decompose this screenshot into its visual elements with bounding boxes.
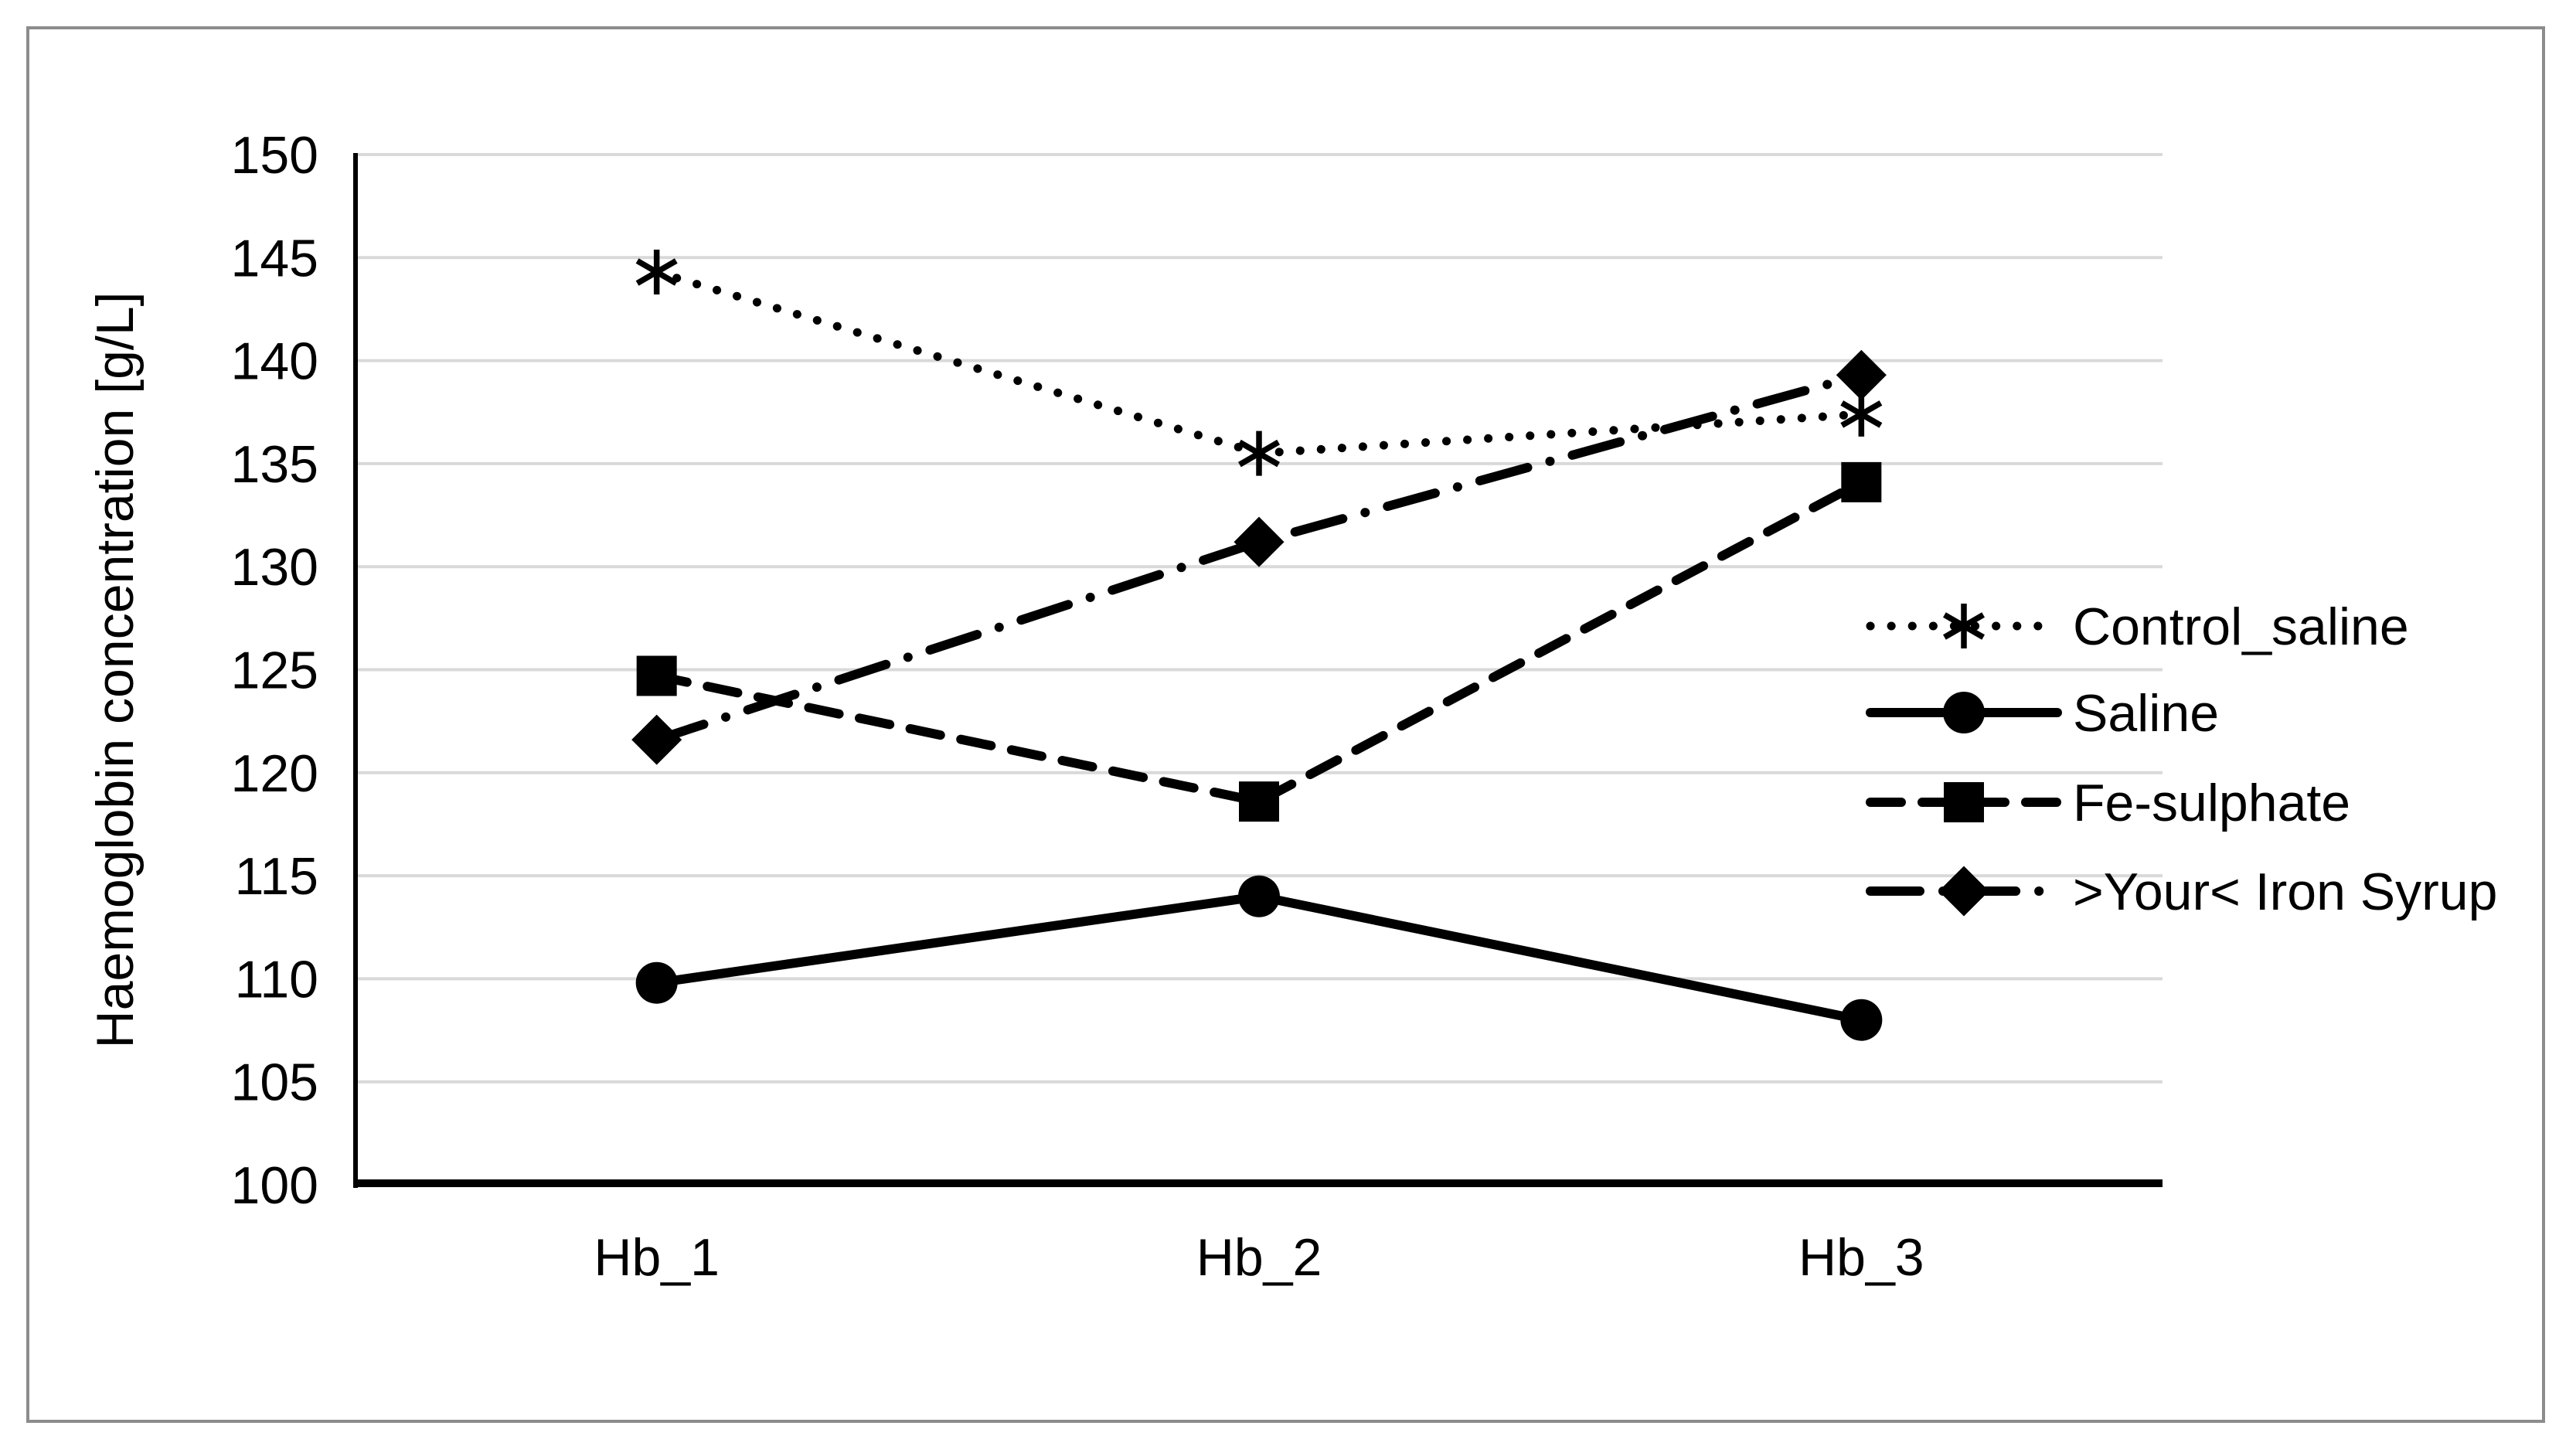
- square-marker: [1841, 461, 1882, 502]
- series-line: [652, 477, 1866, 807]
- series-circle: [635, 875, 1883, 1041]
- x-category-label: Hb_1: [594, 1228, 720, 1287]
- legend-label: Saline: [2073, 684, 2219, 743]
- asterisk-stroke: [635, 258, 678, 286]
- chart-outer-border: [26, 26, 2545, 1423]
- y-tick-labels: 150 145 140 135 130 125 120 115 110 105 100: [231, 126, 318, 1215]
- circle-marker: [635, 961, 678, 1004]
- asterisk-marker: [1238, 430, 1280, 476]
- asterisk-marker: [1943, 604, 1985, 648]
- diamond-marker: [1938, 866, 1989, 917]
- y-tick-label: 110: [235, 950, 318, 1009]
- y-tick-label: 140: [231, 332, 318, 391]
- asterisk-stroke: [1840, 400, 1883, 428]
- gridlines: [356, 153, 2163, 1186]
- y-tick-label: 130: [231, 538, 318, 597]
- diamond-marker: [1234, 516, 1285, 567]
- y-tick-label: 135: [231, 435, 318, 494]
- series-asterisk: [635, 249, 1883, 476]
- legend-item: Fe-sulphate: [1866, 774, 2350, 832]
- diamond-marker: [1836, 349, 1887, 400]
- legend-label: Control_saline: [2073, 597, 2409, 656]
- asterisk-stroke: [1238, 439, 1280, 468]
- circle-marker: [1840, 999, 1883, 1041]
- legend-label: >Your< Iron Syrup: [2073, 863, 2497, 921]
- y-tick-label: 105: [231, 1053, 318, 1112]
- square-marker: [1239, 781, 1279, 822]
- y-tick-label: 125: [231, 641, 318, 700]
- legend-item: >Your< Iron Syrup: [1866, 863, 2497, 921]
- x-category-label: Hb_2: [1196, 1228, 1322, 1287]
- y-tick-label: 150: [231, 126, 318, 185]
- legend-label: Fe-sulphate: [2073, 774, 2350, 832]
- circle-marker: [1238, 875, 1280, 917]
- diamond-marker: [631, 714, 682, 765]
- legend-item: Control_saline: [1866, 597, 2409, 656]
- x-category-labels: Hb_1 Hb_2 Hb_3: [594, 1228, 1924, 1287]
- x-category-label: Hb_3: [1798, 1228, 1924, 1287]
- y-tick-label: 145: [231, 229, 318, 288]
- series-diamond: [631, 349, 1887, 765]
- y-tick-label: 115: [235, 847, 318, 906]
- square-marker: [636, 655, 677, 696]
- asterisk-stroke: [1943, 612, 1985, 640]
- square-marker: [1944, 782, 1984, 822]
- asterisk-marker: [635, 249, 678, 294]
- series-line: [652, 370, 1866, 745]
- y-tick-label: 100: [231, 1156, 318, 1215]
- y-axis-title: Haemoglobin concentration [g/L]: [86, 291, 145, 1048]
- legend: Control_saline Saline Fe-sulphate >Your< Ir…: [1866, 597, 2497, 921]
- legend-item: Saline: [1866, 684, 2219, 743]
- series-square: [636, 461, 1882, 822]
- circle-marker: [1943, 692, 1985, 733]
- y-tick-label: 120: [231, 744, 318, 803]
